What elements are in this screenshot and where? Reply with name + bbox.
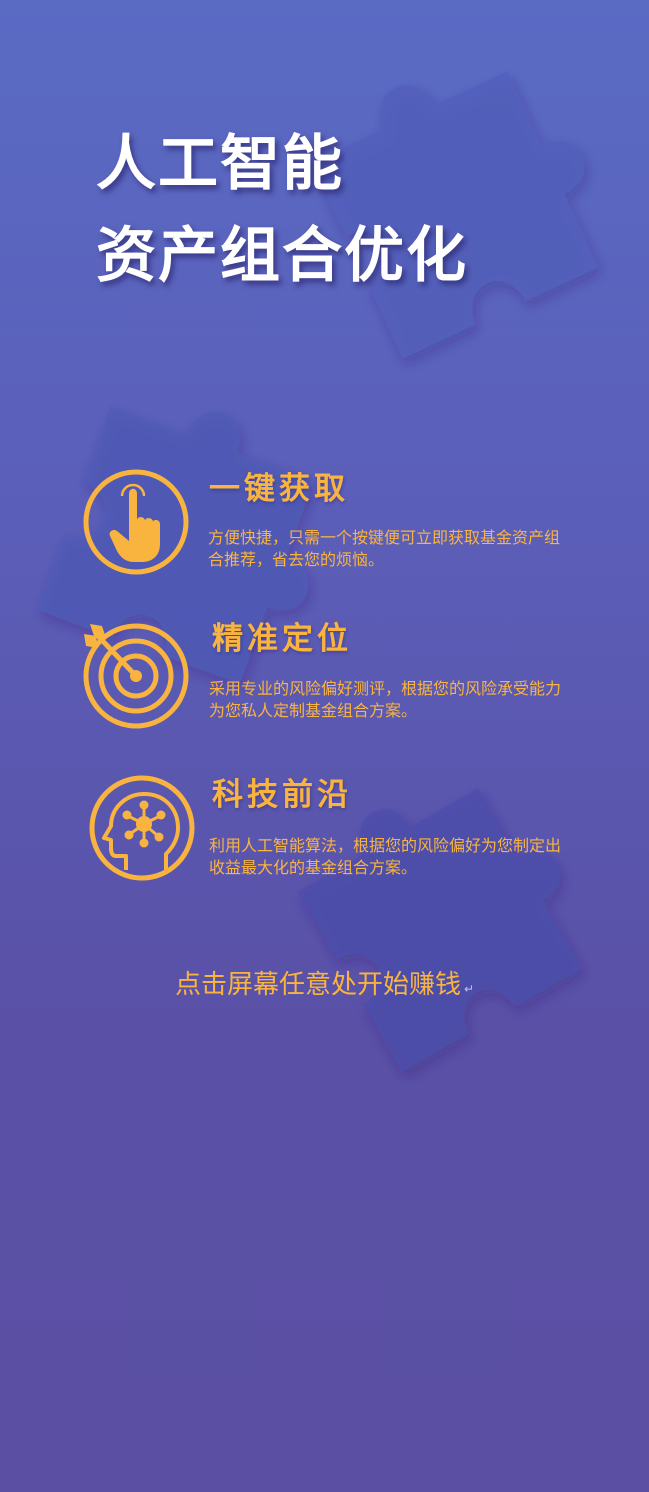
page-title-line-1: 人工智能 [96, 129, 344, 199]
pointing-hand-icon [83, 469, 189, 575]
puzzle-piece-top [297, 28, 628, 359]
target-arrow-icon [83, 623, 189, 729]
feature-title-tech: 科技前沿 [212, 777, 352, 813]
page-title-line-2: 资产组合优化 [96, 221, 468, 291]
feature-title-quick: 一键获取 [209, 471, 349, 507]
start-earning-text: 点击屏幕任意处开始赚钱 [174, 970, 461, 1000]
feature-desc-quick: 方便快捷，只需一个按键便可立即获取基金资产组合推荐，省去您的烦恼。 [208, 528, 561, 569]
return-mark-icon: ↵ [463, 982, 475, 996]
feature-title-precise: 精准定位 [212, 621, 352, 657]
feature-desc-precise: 采用专业的风险偏好测评，根据您的风险承受能力为您私人定制基金组合方案。 [209, 679, 562, 720]
start-earning-prompt[interactable]: 点击屏幕任意处开始赚钱 ↵ [0, 970, 649, 1001]
feature-desc-tech: 利用人工智能算法，根据您的风险偏好为您制定出收益最大化的基金组合方案。 [209, 836, 562, 877]
brain-network-head-icon [89, 775, 195, 881]
